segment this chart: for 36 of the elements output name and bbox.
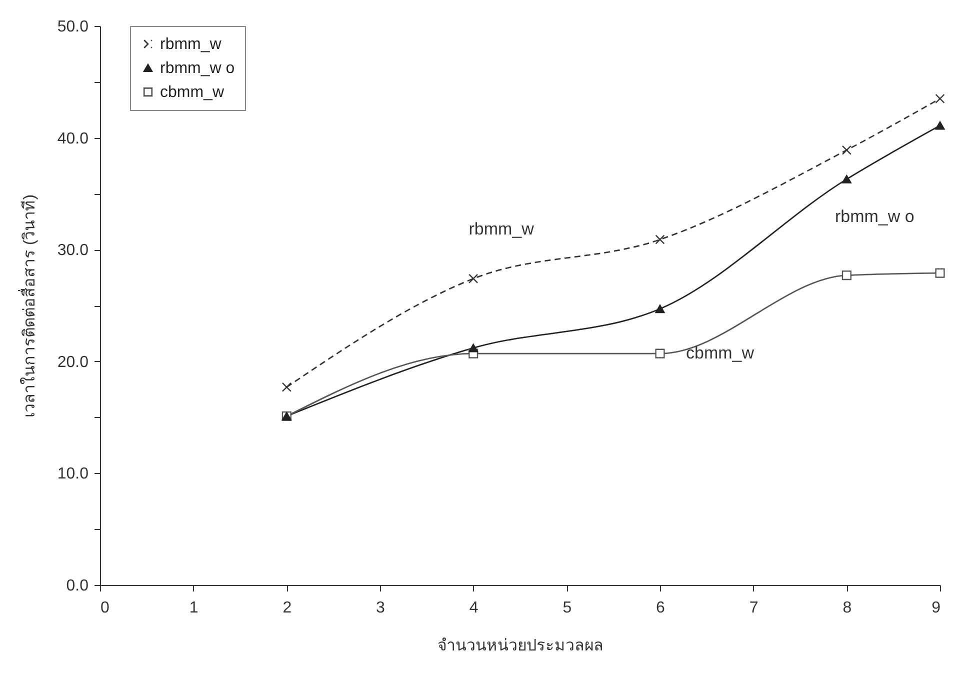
- x-tick-label: 8: [842, 600, 852, 616]
- annotation: rbmm_w: [468, 220, 535, 239]
- point: [282, 382, 292, 392]
- annotation: cbmm_w: [686, 344, 755, 363]
- y-tick-label: 30.0: [57, 242, 89, 260]
- point: [842, 174, 852, 184]
- point: [468, 344, 478, 352]
- legend-label: cbmm_w: [160, 84, 224, 101]
- annotation: rbmm_w o: [834, 207, 914, 226]
- x-tick-label: 4: [469, 600, 478, 616]
- y-tick-label: 20.0: [57, 354, 89, 371]
- x-tick-label: 9: [932, 600, 941, 616]
- x-tick-label: 2: [282, 600, 292, 616]
- x-tick-label: 0: [100, 600, 110, 616]
- x-tick-label: 3: [376, 600, 386, 616]
- legend-label: rbmm_w: [160, 36, 222, 53]
- legend-label: rbmm_w o: [160, 60, 235, 77]
- y-tick-label: 50.0: [57, 18, 89, 36]
- x-tick-label: 7: [749, 600, 758, 616]
- point: [655, 304, 665, 314]
- point: [935, 121, 945, 130]
- x-tick-label: 5: [562, 600, 572, 616]
- point: [655, 348, 665, 358]
- point: [842, 145, 852, 155]
- y-axis-title: เวลาในการติดต่อสื่อสาร (วินาที): [17, 194, 38, 418]
- y-tick-label: 10.0: [57, 466, 89, 483]
- y-tick-label: 40.0: [57, 130, 89, 148]
- point: [935, 94, 945, 104]
- point: [468, 274, 478, 284]
- y-tick-label: 0.0: [66, 578, 89, 594]
- point: [842, 270, 852, 280]
- point: [655, 234, 665, 244]
- point: [935, 268, 945, 278]
- x-axis-title: จำนวนหน่วยประมวลผล: [438, 638, 604, 654]
- x-tick-label: 6: [656, 600, 666, 616]
- x-tick-label: 1: [189, 600, 198, 616]
